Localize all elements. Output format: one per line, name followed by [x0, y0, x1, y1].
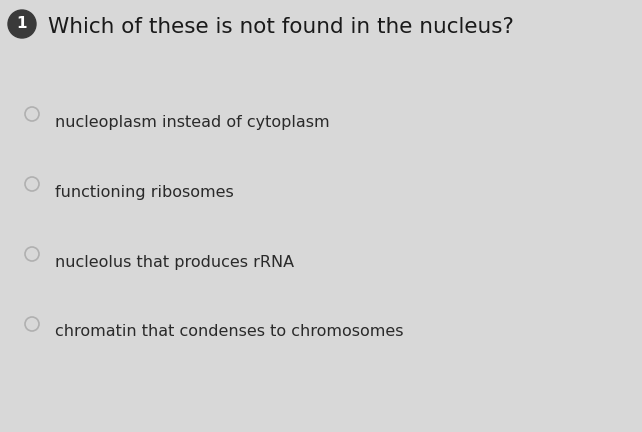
- Text: chromatin that condenses to chromosomes: chromatin that condenses to chromosomes: [55, 324, 404, 340]
- Text: Which of these is not found in the nucleus?: Which of these is not found in the nucle…: [48, 17, 514, 37]
- Text: functioning ribosomes: functioning ribosomes: [55, 184, 234, 200]
- Text: nucleolus that produces rRNA: nucleolus that produces rRNA: [55, 254, 294, 270]
- Text: nucleoplasm instead of cytoplasm: nucleoplasm instead of cytoplasm: [55, 114, 329, 130]
- Circle shape: [8, 10, 36, 38]
- Text: 1: 1: [17, 16, 27, 32]
